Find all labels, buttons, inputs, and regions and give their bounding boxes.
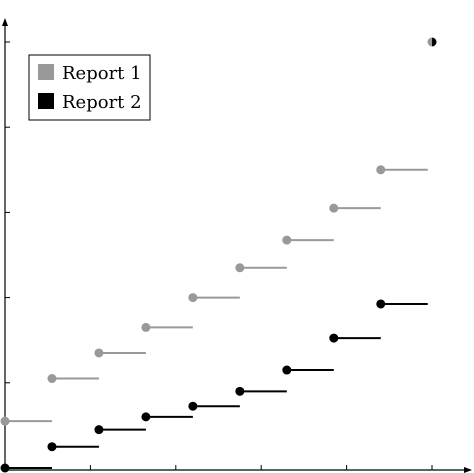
legend-swatch-report-1 [38, 64, 54, 80]
step-point [188, 293, 198, 303]
step-point [0, 416, 10, 426]
step-point [235, 263, 245, 273]
series-2 [0, 299, 428, 473]
legend: Report 1 Report 2 [28, 54, 151, 121]
step-point [47, 442, 57, 452]
step-point [0, 463, 10, 473]
step-point [94, 348, 104, 358]
y-axis-arrow [2, 18, 8, 26]
series-1 [0, 165, 428, 426]
legend-swatch-report-2 [38, 93, 54, 109]
step-point [329, 203, 339, 213]
step-point [329, 333, 339, 343]
legend-label-report-1: Report 1 [62, 63, 142, 84]
step-point [47, 374, 57, 384]
final-marker-right-half [432, 37, 437, 47]
step-point [141, 322, 151, 332]
legend-label-report-2: Report 2 [62, 92, 142, 113]
step-point [376, 299, 386, 309]
step-point [376, 165, 386, 175]
step-point [235, 386, 245, 396]
axes [2, 18, 472, 473]
step-point [94, 425, 104, 435]
step-point [188, 401, 198, 411]
step-point [282, 235, 292, 245]
step-point [282, 365, 292, 375]
step-point [141, 412, 151, 422]
series-layer [0, 37, 437, 473]
final-marker-left-half [427, 37, 432, 47]
x-axis-arrow [464, 467, 472, 473]
final-marker [427, 37, 437, 47]
